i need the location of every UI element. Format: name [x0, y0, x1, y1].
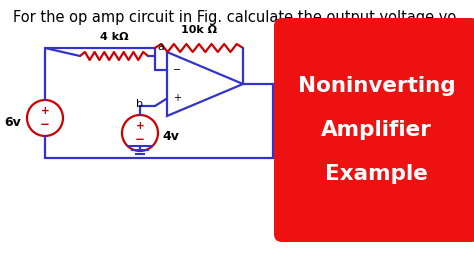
- Text: −: −: [135, 133, 145, 146]
- Text: 4v: 4v: [162, 131, 179, 143]
- Text: b: b: [136, 99, 143, 109]
- FancyBboxPatch shape: [274, 18, 474, 242]
- Text: −: −: [277, 143, 288, 156]
- Text: −: −: [173, 65, 181, 74]
- Text: For the op amp circuit in Fig. calculate the output voltage vo.: For the op amp circuit in Fig. calculate…: [13, 10, 461, 25]
- Text: +: +: [136, 121, 145, 131]
- Text: Amplifier: Amplifier: [321, 120, 432, 140]
- Text: 6v: 6v: [4, 115, 21, 128]
- Text: vₒ: vₒ: [279, 114, 292, 127]
- Text: +: +: [173, 93, 181, 103]
- Text: +: +: [277, 70, 286, 80]
- Text: a: a: [157, 42, 164, 52]
- Text: 4 kΩ: 4 kΩ: [100, 32, 128, 42]
- Text: +: +: [41, 106, 49, 116]
- Text: 10k Ω: 10k Ω: [181, 25, 217, 35]
- Text: Example: Example: [325, 164, 428, 184]
- Text: −: −: [40, 118, 50, 131]
- Text: Noninverting: Noninverting: [298, 76, 456, 96]
